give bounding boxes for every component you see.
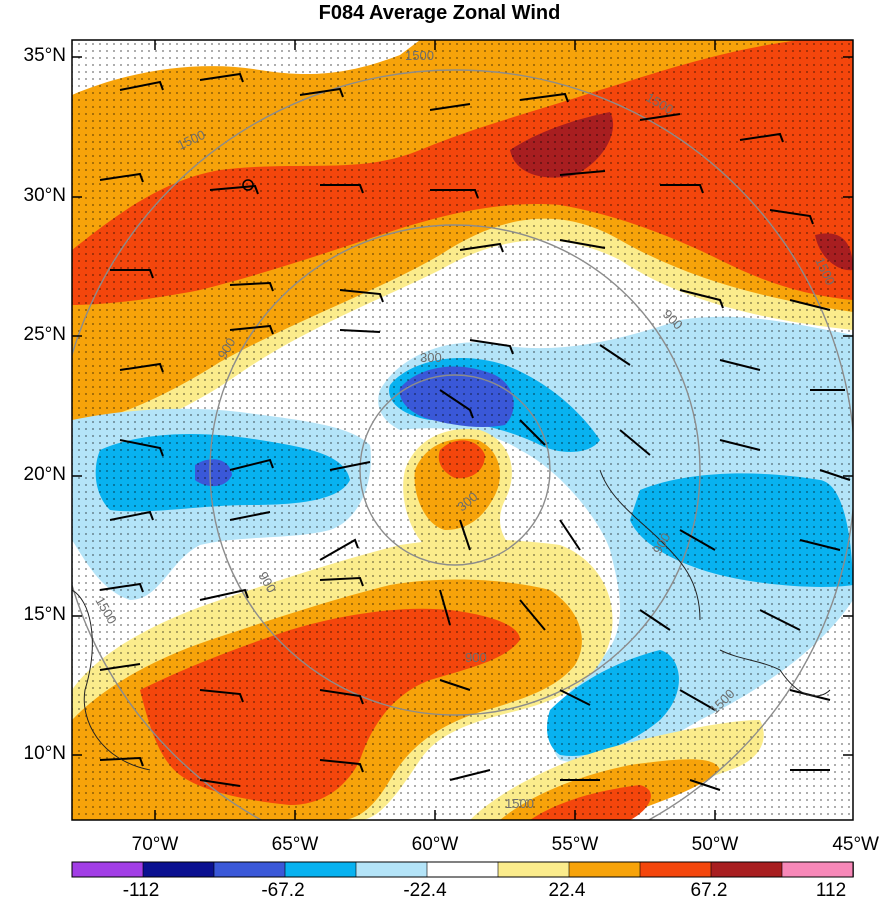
colorbar-swatch xyxy=(355,861,428,878)
contour-label: 900 xyxy=(465,650,487,665)
colorbar-label: 112 xyxy=(815,880,847,901)
colorbar-swatch xyxy=(568,861,641,878)
colorbar-frame xyxy=(71,861,854,878)
lat-label: 10°N xyxy=(23,743,66,764)
thin-contours xyxy=(72,469,831,771)
lon-label: 65°W xyxy=(271,834,319,855)
colorbar-swatch xyxy=(781,861,854,878)
lon-label: 50°W xyxy=(691,834,739,855)
lon-label: 60°W xyxy=(411,834,459,855)
wind-field xyxy=(72,40,853,820)
colorbar-label: -112 xyxy=(122,880,160,901)
contour-label: 1500 xyxy=(405,48,434,63)
colorbar-swatch xyxy=(284,861,357,878)
radius-contours xyxy=(72,69,853,820)
colorbar-swatch xyxy=(142,861,215,878)
lat-label: 15°N xyxy=(23,604,66,625)
colorbar-swatch xyxy=(639,861,712,878)
lon-label: 45°W xyxy=(832,834,879,855)
axis-ticks xyxy=(72,40,853,820)
map-title: F084 Average Zonal Wind xyxy=(318,2,561,24)
colorbar-swatch xyxy=(426,861,499,878)
lat-label: 30°N xyxy=(23,185,66,206)
lat-label: 20°N xyxy=(23,464,66,485)
contour-label: 300 xyxy=(420,350,442,365)
colorbar-swatch xyxy=(497,861,570,878)
colorbar-swatch xyxy=(213,861,286,878)
wind-barbs xyxy=(99,72,851,791)
map-frame xyxy=(71,39,854,821)
colorbar-label: -22.4 xyxy=(403,880,447,901)
lat-label: 25°N xyxy=(23,324,66,345)
lon-label: 55°W xyxy=(551,834,599,855)
contour-label: 1500 xyxy=(505,796,534,811)
colorbar-label: 67.2 xyxy=(690,880,728,901)
lat-label: 35°N xyxy=(23,45,66,66)
colorbar-swatch xyxy=(710,861,783,878)
colorbar-label: -67.2 xyxy=(261,880,305,901)
colorbar-label: 22.4 xyxy=(548,880,586,901)
colorbar xyxy=(71,861,854,878)
colorbar-swatch xyxy=(71,861,144,878)
lon-label: 70°W xyxy=(131,834,179,855)
